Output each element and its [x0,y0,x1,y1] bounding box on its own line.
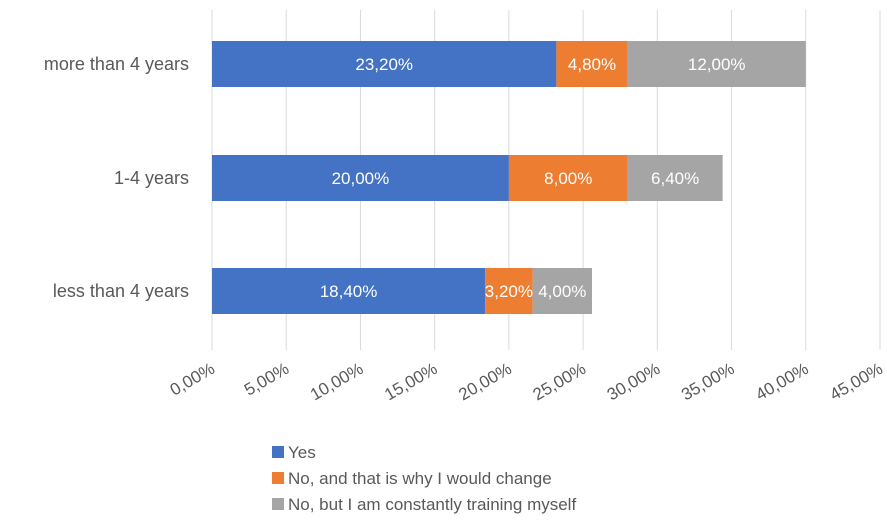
x-tick-label-3: 15,00% [381,359,440,404]
x-tick-label-0: 0,00% [167,359,218,400]
x-tick-label-9: 45,00% [827,359,886,404]
bar-segment-2-1 [485,268,533,314]
x-tick-label-1: 5,00% [241,359,292,400]
x-tick-label-6: 30,00% [604,359,663,404]
data-label-0-0: 23,20% [355,55,413,74]
data-label-1-0: 20,00% [332,169,390,188]
data-label-1-1: 8,00% [544,169,592,188]
legend-swatch-2 [272,498,284,510]
bar-segment-2-0 [212,268,486,314]
legend-swatch-0 [272,446,284,458]
data-label-2-0: 18,40% [320,282,378,301]
category-label-1: 1-4 years [114,168,189,188]
bar-segment-1-2 [627,155,723,201]
category-label-0: more than 4 years [44,54,189,74]
data-label-1-2: 6,40% [651,169,699,188]
legend-label-0: Yes [288,443,316,462]
x-tick-label-7: 35,00% [678,359,737,404]
bar-segment-0-2 [627,41,806,87]
category-label-2: less than 4 years [53,281,189,301]
legend-label-2: No, but I am constantly training myself [288,495,576,514]
legend-swatch-1 [272,472,284,484]
x-tick-label-8: 40,00% [752,359,811,404]
bars: 23,20% 4,80% 12,00% 20,00% 8,00% 6,40% 18,40% 3… [212,41,806,314]
x-tick-label-5: 25,00% [530,359,589,404]
legend-label-1: No, and that is why I would change [288,469,552,488]
category-labels: more than 4 years 1-4 years less than 4 ye… [44,54,189,301]
bar-segment-0-0 [212,41,557,87]
x-tick-label-2: 10,00% [307,359,366,404]
data-label-0-1: 4,80% [568,55,616,74]
data-label-2-2: 4,00% [538,282,586,301]
x-tick-labels: 0,00% 5,00% 10,00% 15,00% 20,00% 25,00% 30,00%… [167,359,886,404]
data-label-2-1: 3,20% [485,282,533,301]
bar-segment-1-1 [508,155,628,201]
legend: Yes No, and that is why I would change No,… [272,443,576,514]
x-tick-label-4: 20,00% [455,359,514,404]
bar-segment-2-2 [532,268,593,314]
bar-segment-0-1 [556,41,628,87]
data-label-0-2: 12,00% [688,55,746,74]
bar-segment-1-0 [212,155,509,201]
